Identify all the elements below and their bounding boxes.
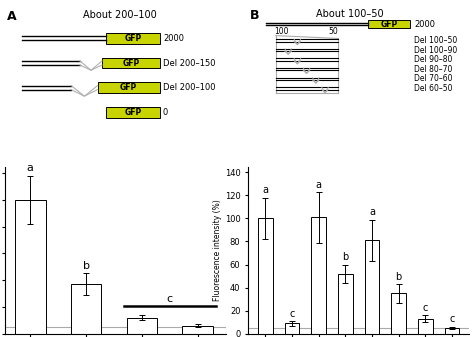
Text: GFP: GFP — [124, 34, 142, 43]
Text: Del 60–50: Del 60–50 — [414, 84, 453, 93]
Text: 0: 0 — [163, 108, 168, 117]
Text: 50: 50 — [328, 27, 338, 36]
Bar — [392, 293, 406, 334]
Bar — [311, 217, 326, 334]
Bar — [102, 58, 160, 68]
Bar — [365, 240, 379, 334]
Text: Del 200–150: Del 200–150 — [163, 59, 215, 67]
Bar — [182, 326, 213, 334]
Text: GFP: GFP — [120, 83, 137, 92]
Text: c: c — [422, 303, 428, 313]
Bar — [338, 274, 353, 334]
Bar — [258, 218, 273, 334]
Text: a: a — [263, 185, 268, 195]
Text: a: a — [316, 180, 322, 190]
Text: 2000: 2000 — [163, 34, 184, 43]
Text: 2000: 2000 — [414, 20, 435, 29]
Text: B: B — [250, 9, 259, 22]
Bar — [285, 323, 300, 334]
Text: Del 80–70: Del 80–70 — [414, 65, 452, 74]
Text: GFP: GFP — [381, 20, 398, 29]
Bar — [71, 284, 101, 334]
Text: a: a — [27, 163, 34, 173]
Text: Del 200–100: Del 200–100 — [163, 83, 215, 92]
Text: About 100–50: About 100–50 — [316, 9, 383, 19]
Bar — [368, 21, 410, 28]
Text: a: a — [369, 207, 375, 217]
Text: 100: 100 — [274, 27, 289, 36]
Text: About 200–100: About 200–100 — [83, 10, 156, 20]
Bar — [445, 328, 459, 334]
Y-axis label: Fluorescence intensity (%): Fluorescence intensity (%) — [213, 199, 222, 301]
Text: c: c — [167, 294, 173, 304]
Bar — [15, 200, 46, 334]
Text: b: b — [82, 261, 90, 271]
Text: b: b — [342, 252, 348, 262]
Text: c: c — [449, 314, 455, 325]
Text: Del 90–80: Del 90–80 — [414, 55, 452, 64]
Bar — [98, 82, 160, 93]
Text: Del 100–90: Del 100–90 — [414, 45, 457, 55]
Text: GFP: GFP — [124, 108, 142, 117]
Bar — [107, 106, 160, 118]
Text: Del 100–50: Del 100–50 — [414, 36, 457, 45]
Text: A: A — [7, 10, 17, 23]
Bar — [127, 317, 157, 334]
Text: b: b — [395, 272, 402, 282]
Text: GFP: GFP — [122, 59, 139, 67]
Bar — [107, 33, 160, 44]
Text: c: c — [290, 309, 295, 319]
Bar — [418, 319, 433, 334]
Text: Del 70–60: Del 70–60 — [414, 74, 453, 83]
